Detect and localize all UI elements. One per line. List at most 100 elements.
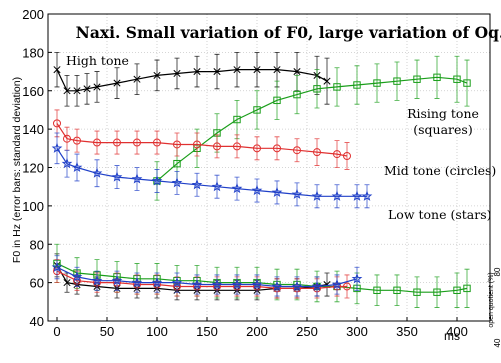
data-point-square-marker [413,288,421,296]
data-point-circle-marker [93,138,101,147]
data-point-circle-marker [113,138,121,147]
y-tick-label: 60 [30,276,44,291]
data-point-star-marker [191,179,203,190]
y-tick-label: 100 [22,199,44,214]
y-tick-label: 200 [22,7,44,22]
data-point-circle-marker [273,144,281,153]
x-tick-label: 0 [53,324,60,339]
data-point-star-marker [361,190,373,201]
x-tick-label: 50 [100,324,114,339]
error-bar [54,255,60,280]
data-point-x-marker [173,69,181,78]
x-tick-label: 150 [196,324,218,339]
data-point-circle-marker [343,151,351,160]
annotation-high-tone: High tone [66,53,129,68]
data-point-x-marker [63,87,71,95]
x-tick-label: 250 [296,324,318,339]
data-point-square-marker [233,115,241,124]
data-point-x-marker [293,68,301,76]
data-point-star-marker [331,190,343,201]
data-point-star-marker [211,181,223,192]
f0-series-mid [53,109,351,170]
data-point-square-marker [393,77,401,85]
x-tick-label: 200 [246,324,268,339]
data-point-square-marker [313,85,321,93]
data-point-star-marker [151,277,163,288]
data-point-circle-marker [313,148,321,157]
data-point-star-marker [271,280,283,292]
annotation-mid-tone: Mid tone (circles) [384,163,496,178]
data-point-circle-marker [193,140,201,149]
data-point-star-marker [71,161,83,173]
y-tick-label: 160 [22,84,44,99]
data-point-star-marker [311,280,323,292]
data-point-star-marker [211,278,223,290]
data-point-circle-marker [253,144,261,153]
error-bar [464,268,470,308]
data-point-star-marker [231,278,243,290]
data-point-circle-marker [343,282,351,291]
annotation-rising-tone: Rising tone [407,106,479,121]
data-point-star-marker [51,261,63,272]
series-line [56,123,348,157]
data-point-square-marker [463,79,471,87]
data-point-circle-marker [333,150,341,159]
series-line [56,270,347,289]
data-point-star-marker [311,190,323,201]
data-point-star-marker [191,278,203,290]
data-point-square-marker [463,284,471,293]
data-point-square-marker [253,106,261,114]
oq-series-low [51,255,363,297]
f0-series-high [53,51,331,107]
data-point-star-marker [111,275,123,286]
data-point-x-marker [153,71,161,79]
data-point-x-marker [133,75,141,83]
data-point-square-marker [373,286,381,295]
data-point-circle-marker [73,136,81,145]
data-point-x-marker [233,66,241,74]
data-point-star-marker [51,142,63,153]
annotation-rising-tone-squares: (squares) [413,122,472,137]
data-point-square-marker [453,286,461,295]
data-point-star-marker [131,277,143,288]
y2-tick-40: 40 [493,338,501,347]
y2-tick-80: 80 [493,267,501,276]
error-bar [354,266,360,291]
data-point-square-marker [373,79,381,87]
data-point-star-marker [171,177,183,188]
y-tick-label: 180 [22,45,44,60]
data-point-square-marker [393,286,401,295]
y-tick-label: 40 [30,314,44,329]
data-point-x-marker [213,68,221,76]
data-point-square-marker [413,75,421,83]
data-point-star-marker [61,158,73,169]
data-point-star-marker [131,173,143,184]
data-point-square-marker [433,73,441,82]
annotation-low-tone: Low tone (stars) [388,207,492,222]
data-point-star-marker [151,175,163,186]
data-point-star-marker [351,190,363,201]
x-tick-label: 300 [346,324,368,339]
y-tick-label: 140 [22,122,44,137]
f0-series-low [51,132,373,209]
data-point-x-marker [253,66,261,74]
data-point-x-marker [83,85,91,93]
data-point-star-marker [251,184,263,196]
x-axis-unit: ms [444,329,460,343]
data-point-circle-marker [293,146,301,155]
data-point-square-marker [333,83,341,91]
data-point-circle-marker [173,140,181,149]
data-point-star-marker [111,171,123,182]
y-tick-label: 120 [22,161,44,176]
data-point-star-marker [71,271,83,282]
y-tick-label: 80 [30,237,44,252]
series-line [156,76,468,182]
data-point-x-marker [93,83,101,91]
data-point-x-marker [273,66,281,74]
data-point-x-marker [323,77,331,85]
data-point-star-marker [91,275,103,286]
data-point-star-marker [251,278,263,290]
data-point-circle-marker [213,142,221,151]
data-point-star-marker [231,182,243,194]
